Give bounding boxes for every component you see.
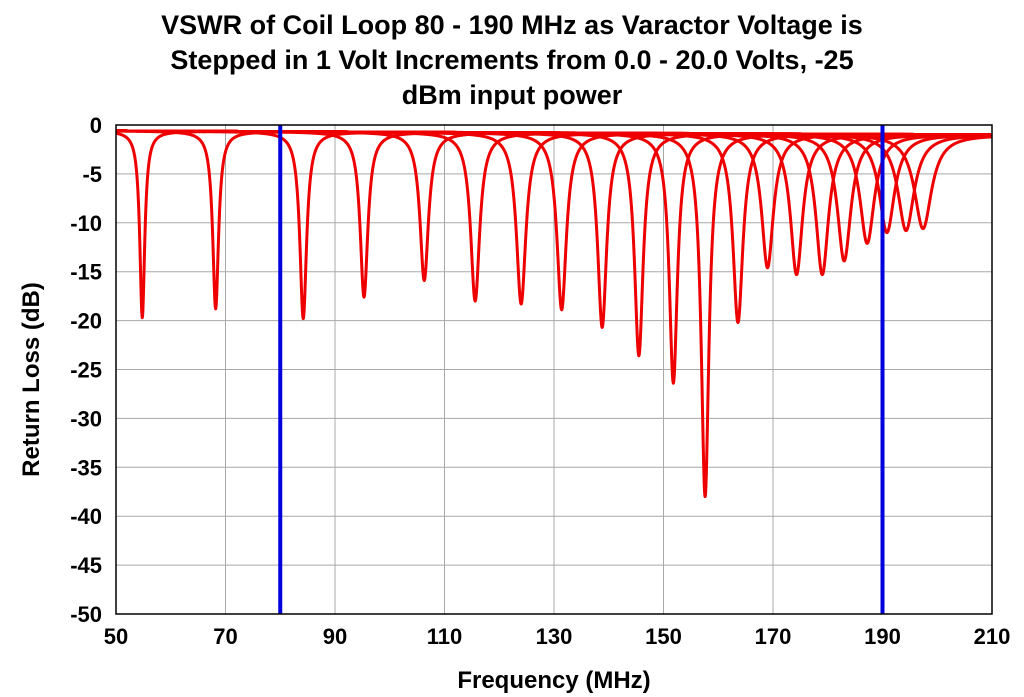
x-axis-label: Frequency (MHz) [457, 667, 650, 694]
x-tick-label: 210 [974, 624, 1011, 649]
y-tick-label: -45 [70, 553, 102, 578]
x-tick-label: 190 [864, 624, 901, 649]
y-tick-labels: 0 -5 -10 -15 -20 -25 -30 -35 -40 -45 -50 [70, 113, 102, 627]
chart-title: VSWR of Coil Loop 80 - 190 MHz as Varact… [60, 8, 964, 113]
x-tick-labels: 50 70 90 110 130 150 170 190 210 [104, 624, 1011, 649]
chart-title-line-1: VSWR of Coil Loop 80 - 190 MHz as Varact… [161, 10, 863, 40]
y-tick-label: 0 [90, 113, 102, 138]
y-tick-label: -35 [70, 455, 102, 480]
y-tick-label: -5 [82, 162, 102, 187]
x-tick-label: 50 [104, 624, 128, 649]
y-tick-label: -50 [70, 602, 102, 627]
series-line-20v [114, 129, 994, 231]
x-tick-label: 170 [755, 624, 792, 649]
x-tick-label: 130 [536, 624, 573, 649]
series-group [114, 129, 994, 499]
y-tick-label: -10 [70, 211, 102, 236]
x-tick-label: 110 [427, 624, 463, 649]
x-tick-label: 70 [213, 624, 237, 649]
y-tick-label: -40 [70, 504, 102, 529]
y-tick-label: -15 [70, 260, 102, 285]
y-tick-label: -25 [70, 358, 102, 383]
y-tick-label: -30 [70, 406, 102, 431]
y-axis-label: Return Loss (dB) [18, 282, 45, 477]
chart-title-line-3: dBm input power [401, 80, 623, 110]
y-tick-label: -20 [70, 309, 102, 334]
marker-lines [278, 125, 885, 614]
plot-frame [115, 124, 993, 615]
chart-title-line-2: Stepped in 1 Volt Increments from 0.0 - … [170, 45, 854, 75]
x-tick-label: 90 [323, 624, 347, 649]
x-tick-label: 150 [645, 624, 682, 649]
